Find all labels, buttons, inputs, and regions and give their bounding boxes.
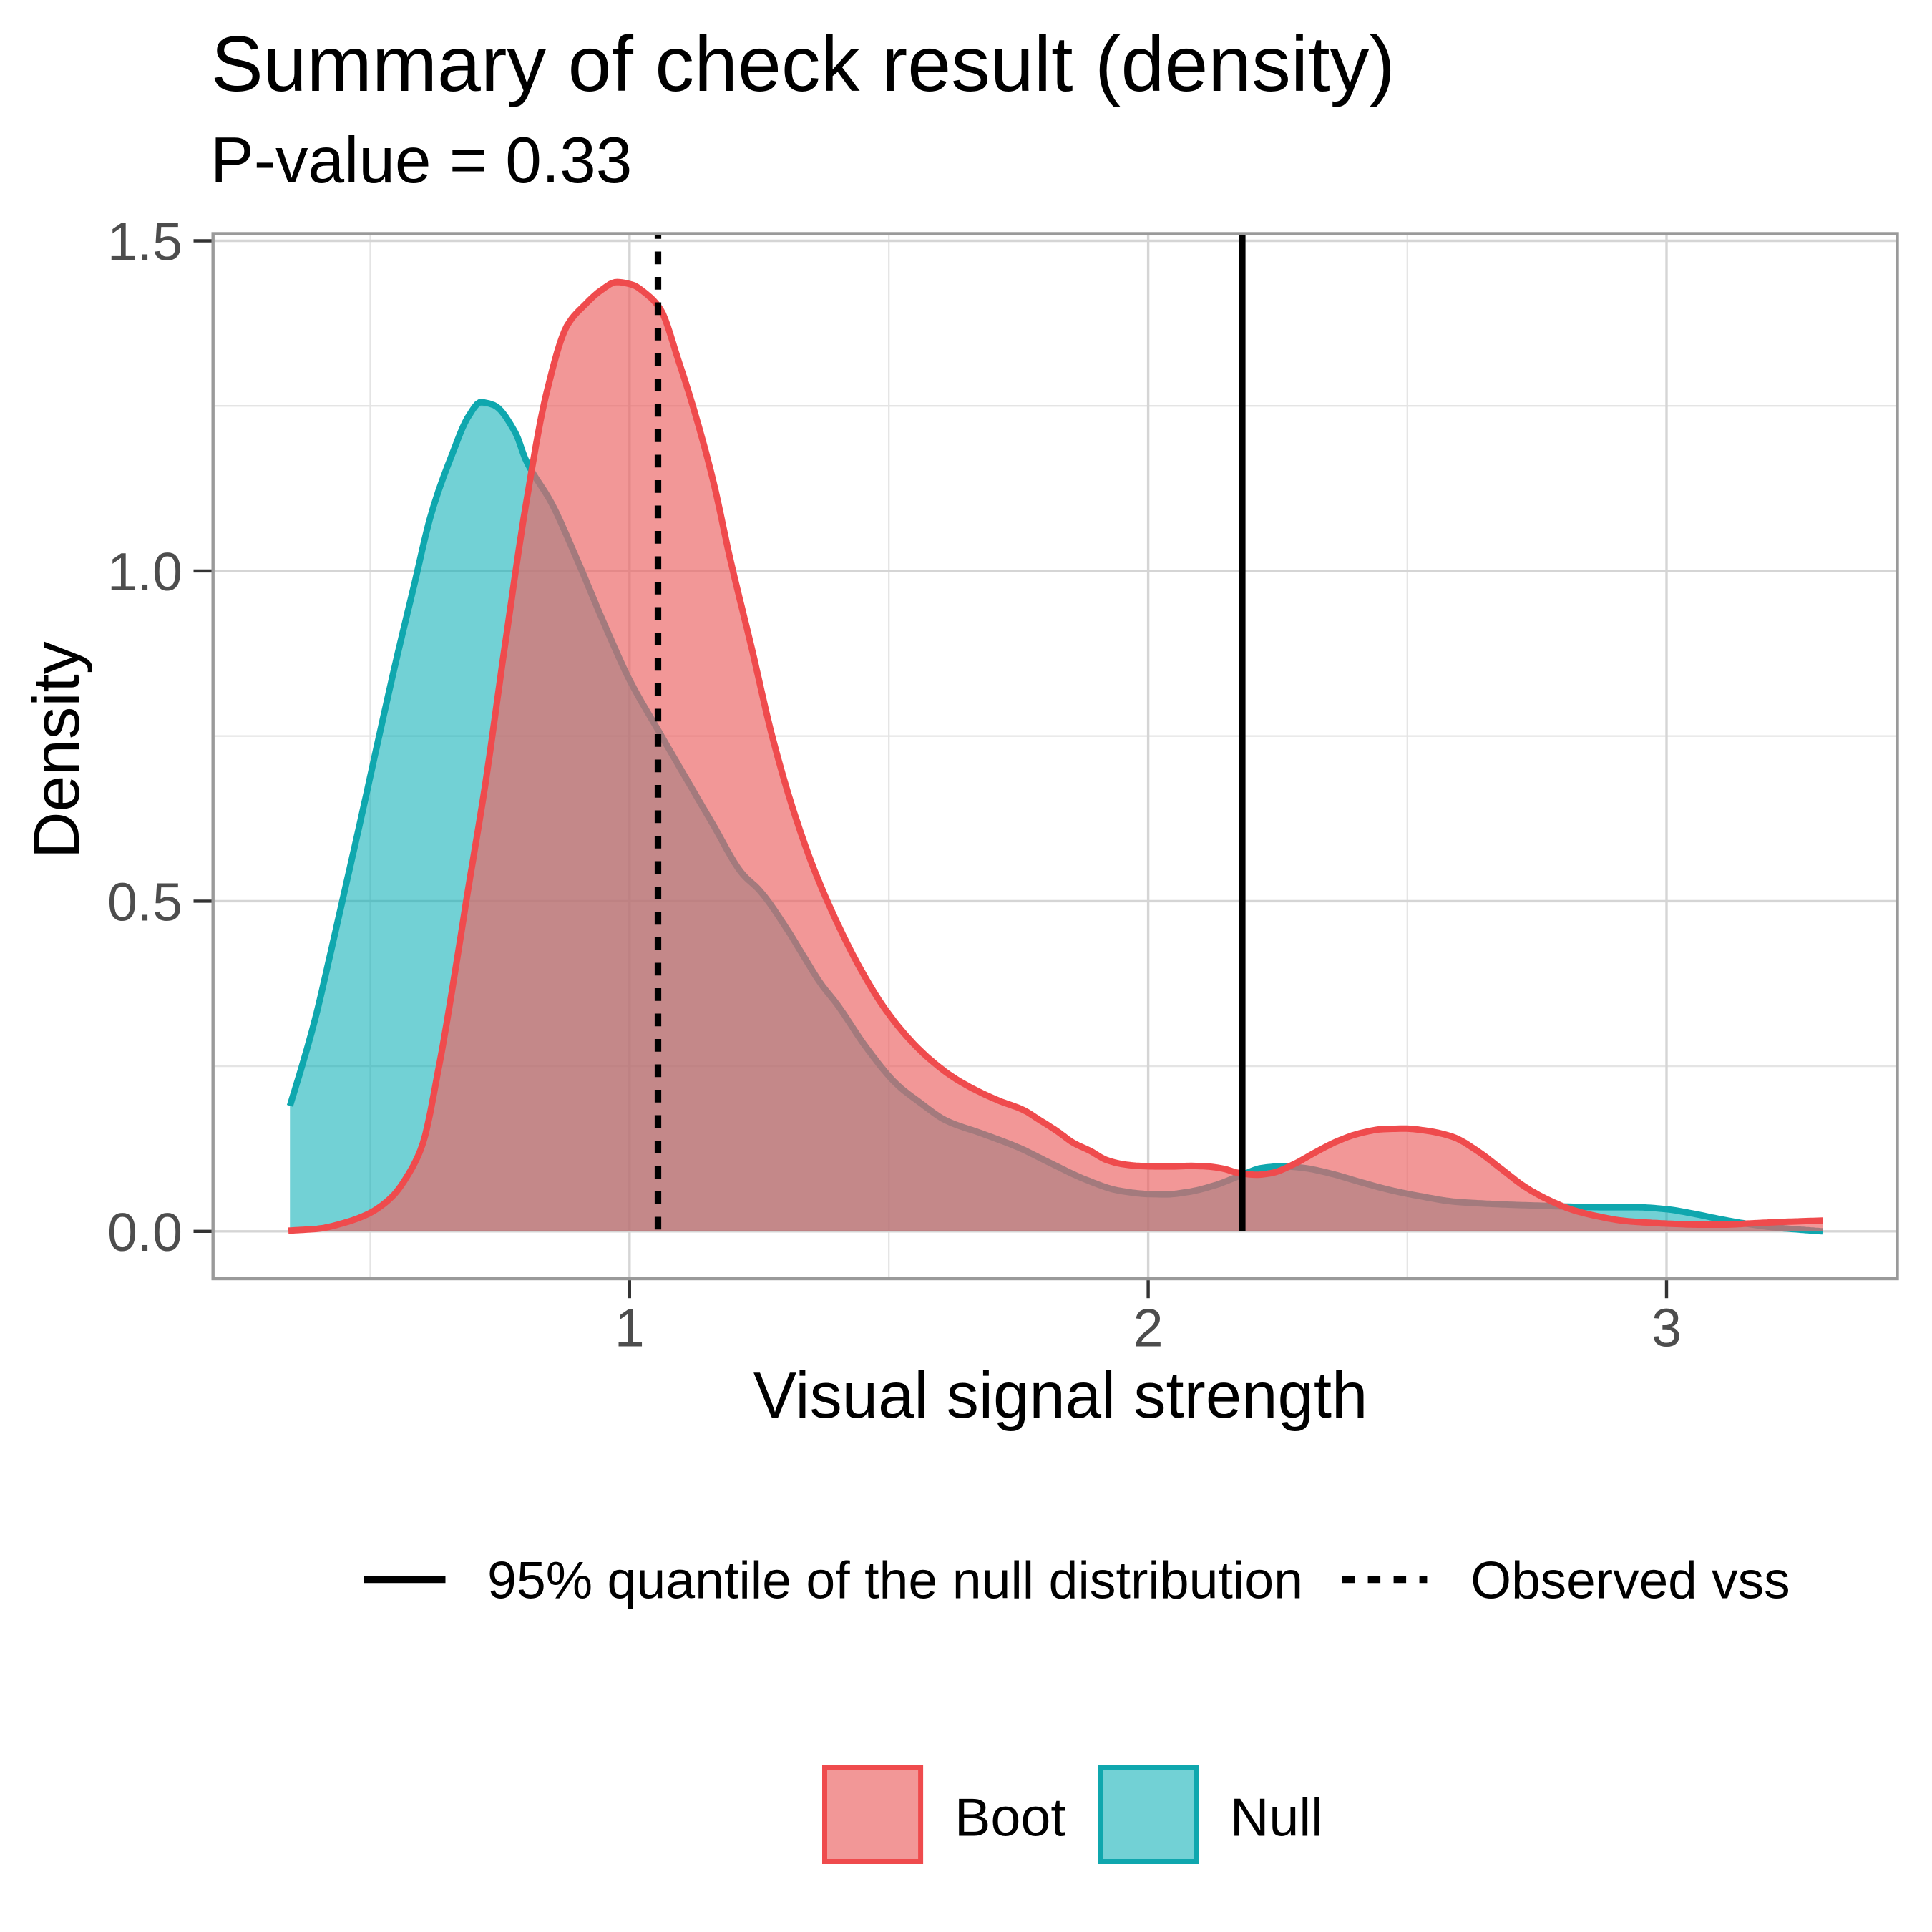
svg-text:Visual signal strength: Visual signal strength <box>753 1360 1368 1432</box>
svg-text:Summary of check result (densi: Summary of check result (density) <box>211 21 1395 108</box>
svg-text:Density: Density <box>21 641 93 859</box>
svg-text:P-value = 0.33: P-value = 0.33 <box>210 125 632 197</box>
svg-text:95% quantile of the null distr: 95% quantile of the null distribution <box>487 1551 1303 1610</box>
svg-text:Null: Null <box>1230 1787 1323 1848</box>
svg-text:0.5: 0.5 <box>107 872 182 932</box>
svg-text:1.5: 1.5 <box>107 212 182 272</box>
svg-text:1: 1 <box>615 1298 645 1358</box>
svg-text:3: 3 <box>1652 1298 1682 1358</box>
svg-text:2: 2 <box>1133 1298 1163 1358</box>
svg-text:Observed vss: Observed vss <box>1470 1552 1790 1610</box>
svg-text:0.0: 0.0 <box>107 1202 182 1262</box>
svg-text:1.0: 1.0 <box>107 542 182 602</box>
svg-text:Boot: Boot <box>955 1787 1065 1848</box>
